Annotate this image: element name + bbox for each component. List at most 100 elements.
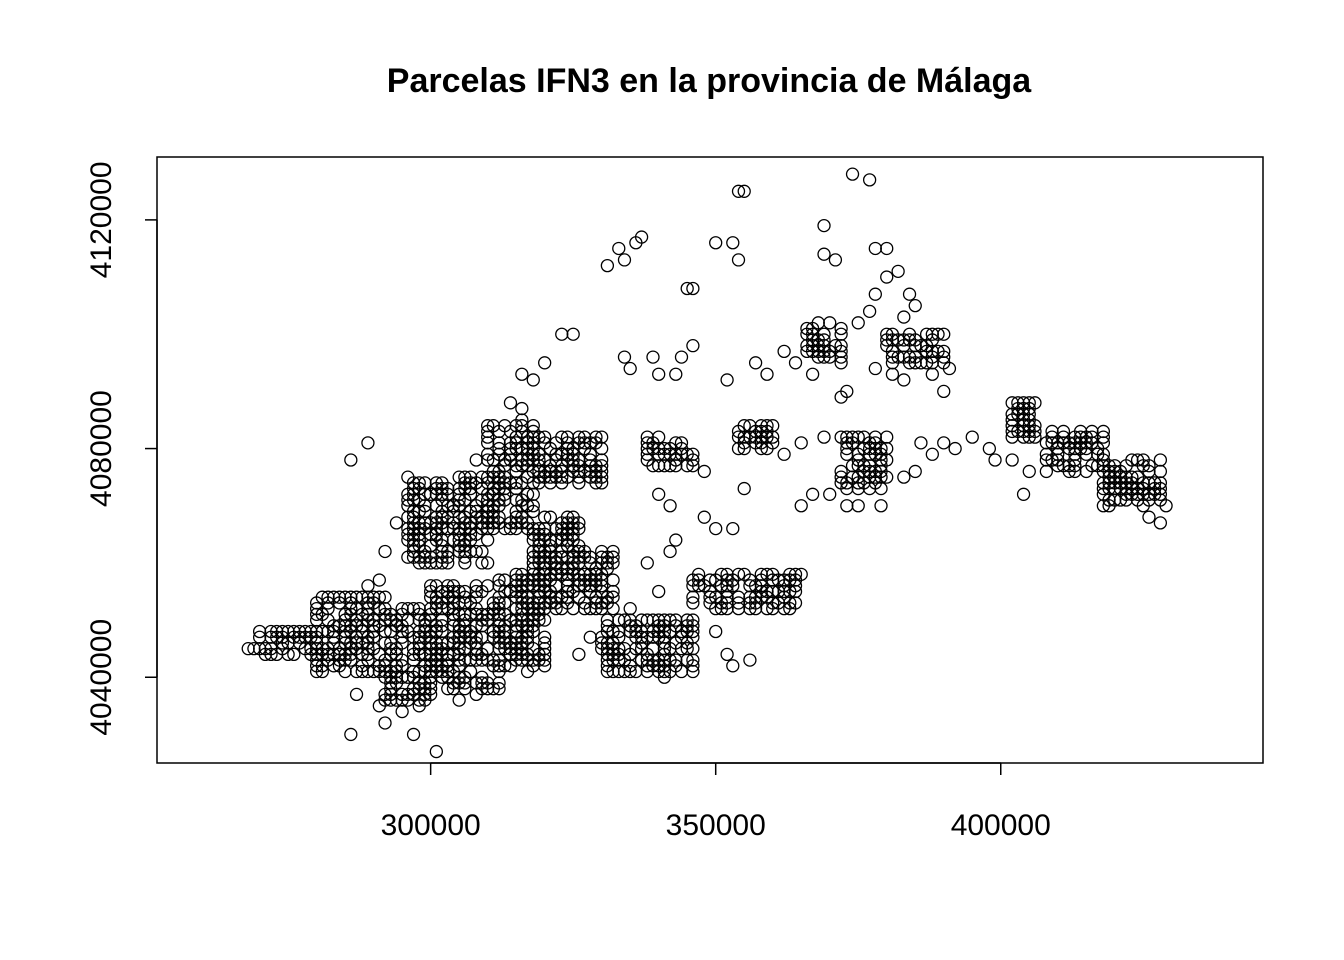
data-point — [646, 350, 660, 364]
data-point — [674, 350, 689, 364]
data-point — [435, 670, 449, 684]
data-point — [817, 247, 831, 261]
data-point — [669, 533, 683, 547]
data-point — [617, 253, 632, 267]
y-tick-label: 4040000 — [85, 619, 118, 736]
data-point — [897, 310, 911, 324]
data-point — [726, 579, 740, 593]
data-point — [349, 687, 364, 702]
data-point — [823, 316, 837, 330]
chart-title: Parcelas IFN3 en la provincia de Málaga — [387, 62, 1032, 100]
data-point — [834, 327, 848, 341]
data-point — [703, 573, 717, 587]
data-point — [1039, 464, 1054, 479]
data-point — [452, 470, 466, 484]
data-point — [686, 613, 700, 627]
data-point — [652, 367, 666, 381]
data-point — [634, 230, 649, 244]
data-point — [1022, 396, 1036, 410]
data-point — [766, 419, 780, 433]
data-point — [1153, 464, 1168, 479]
data-point — [862, 304, 877, 319]
data-point — [834, 321, 848, 336]
data-point — [1142, 464, 1156, 479]
data-point — [520, 487, 535, 501]
data-point — [880, 270, 894, 284]
data-point — [948, 441, 962, 456]
data-point — [1153, 516, 1168, 530]
data-point — [526, 447, 540, 461]
data-point — [344, 453, 358, 467]
data-point — [686, 281, 700, 296]
data-point — [344, 727, 358, 742]
data-point — [498, 659, 512, 673]
data-point — [549, 556, 563, 570]
data-point — [697, 510, 711, 524]
data-point — [726, 659, 740, 673]
data-point — [389, 516, 404, 530]
data-point — [897, 373, 911, 387]
data-points-layer — [241, 167, 1173, 759]
data-point — [1005, 453, 1019, 467]
data-point — [680, 653, 694, 667]
data-point — [469, 584, 483, 599]
data-point — [925, 367, 939, 381]
data-point — [834, 356, 848, 370]
data-point — [572, 521, 586, 536]
data-point — [423, 579, 438, 593]
data-point — [868, 361, 882, 376]
data-point — [1153, 453, 1168, 467]
data-point — [412, 699, 426, 713]
data-point — [674, 436, 689, 450]
data-point — [834, 464, 848, 479]
data-point — [469, 453, 483, 467]
data-point — [1028, 419, 1042, 433]
data-point — [777, 344, 791, 359]
data-point — [1096, 430, 1111, 444]
data-point — [988, 453, 1002, 467]
data-point — [817, 218, 831, 233]
data-point — [1056, 424, 1071, 439]
data-point — [264, 647, 278, 662]
data-point — [503, 396, 518, 410]
y-tick-label: 4120000 — [85, 161, 118, 278]
x-tick-label: 300000 — [381, 809, 481, 842]
data-point — [372, 590, 386, 604]
data-point — [851, 476, 865, 490]
data-point — [737, 419, 751, 433]
data-point — [880, 241, 894, 256]
data-point — [760, 419, 774, 433]
data-point — [469, 544, 483, 559]
data-point — [851, 430, 865, 444]
data-point — [788, 356, 803, 370]
data-point — [817, 327, 831, 341]
data-point — [600, 258, 615, 273]
data-point — [862, 173, 877, 187]
data-point — [663, 499, 677, 513]
data-point — [748, 356, 763, 370]
data-point — [794, 567, 808, 581]
data-point — [794, 499, 808, 513]
data-point — [378, 716, 392, 730]
data-point — [538, 356, 552, 370]
data-point — [526, 373, 540, 387]
data-point — [623, 601, 637, 616]
data-point — [481, 556, 495, 570]
data-point — [874, 499, 888, 513]
data-point — [937, 436, 951, 450]
data-point — [595, 430, 609, 444]
data-point — [686, 596, 700, 610]
data-point — [942, 361, 957, 376]
data-point — [925, 447, 939, 461]
data-point — [652, 430, 666, 444]
data-point — [720, 373, 734, 387]
data-point — [429, 744, 444, 759]
data-point — [697, 464, 711, 479]
data-point — [515, 367, 529, 381]
data-point — [481, 533, 495, 547]
data-point — [526, 504, 540, 519]
data-point — [652, 584, 666, 599]
data-point — [1028, 396, 1042, 410]
data-point — [1153, 487, 1168, 501]
data-point — [520, 664, 535, 679]
